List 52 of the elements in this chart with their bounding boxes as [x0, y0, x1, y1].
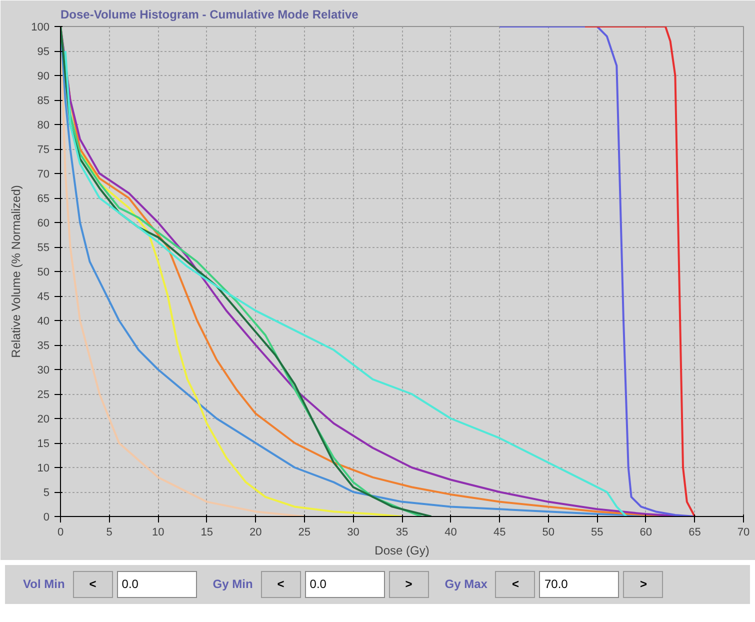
x-tick-label: 20 — [250, 526, 262, 538]
y-tick-label: 15 — [37, 438, 50, 450]
y-tick-label: 50 — [37, 266, 50, 278]
y-tick-label: 90 — [37, 70, 50, 82]
text: > — [623, 571, 664, 598]
x-tick-label: 10 — [152, 526, 164, 538]
x-tick-label: 60 — [640, 526, 652, 538]
y-tick-label: 55 — [37, 242, 50, 254]
y-tick-label: 60 — [37, 218, 50, 230]
y-tick-label: 35 — [37, 340, 50, 352]
text: < — [495, 571, 536, 598]
text: < — [260, 571, 301, 598]
y-tick-label: 40 — [37, 316, 50, 328]
chart-title: Dose-Volume Histogram - Cumulative Mode Relative — [60, 8, 359, 22]
x-tick-label: 5 — [106, 526, 112, 538]
x-tick-label: 25 — [298, 526, 311, 538]
y-tick-label: 65 — [37, 193, 50, 205]
y-tick-label: 20 — [37, 414, 50, 426]
x-tick-label: 50 — [542, 526, 554, 538]
y-tick-label: 95 — [37, 46, 50, 58]
text: Gy Max — [444, 576, 488, 593]
x-tick-label: 45 — [493, 526, 506, 538]
text: > — [388, 571, 429, 598]
y-tick-label: 25 — [37, 389, 50, 401]
y-tick-label: 10 — [37, 462, 50, 474]
y-tick-label: 75 — [37, 144, 50, 156]
y-tick-label: 30 — [37, 364, 50, 376]
y-tick-label: 100 — [31, 22, 50, 34]
y-tick-label: 0 — [43, 512, 50, 524]
y-tick-label: 45 — [37, 291, 50, 303]
text: 0.0 — [116, 571, 197, 598]
y-tick-label: 5 — [43, 487, 50, 499]
text: < — [72, 571, 113, 598]
line-series — [498, 26, 696, 516]
x-tick-label: 40 — [444, 526, 457, 538]
line-series — [584, 26, 696, 516]
x-tick-label: 70 — [737, 526, 750, 538]
x-tick-label: 30 — [347, 526, 360, 538]
text: 70.0 — [539, 571, 620, 598]
x-tick-label: 0 — [57, 526, 64, 538]
x-axis-title: Dose (Gy) — [374, 544, 430, 558]
text: Vol Min — [22, 576, 66, 593]
x-tick-label: 35 — [396, 526, 408, 538]
text: Gy Min — [212, 576, 254, 593]
x-tick-label: 15 — [200, 526, 213, 538]
x-tick-label: 65 — [688, 526, 701, 538]
x-tick-label: 55 — [591, 526, 604, 538]
text: 0.0 — [304, 571, 385, 598]
y-tick-label: 85 — [37, 95, 50, 107]
y-axis-title: Relative Volume (% Normalized) — [9, 185, 24, 358]
y-tick-label: 80 — [37, 120, 50, 132]
y-tick-label: 70 — [37, 168, 50, 180]
